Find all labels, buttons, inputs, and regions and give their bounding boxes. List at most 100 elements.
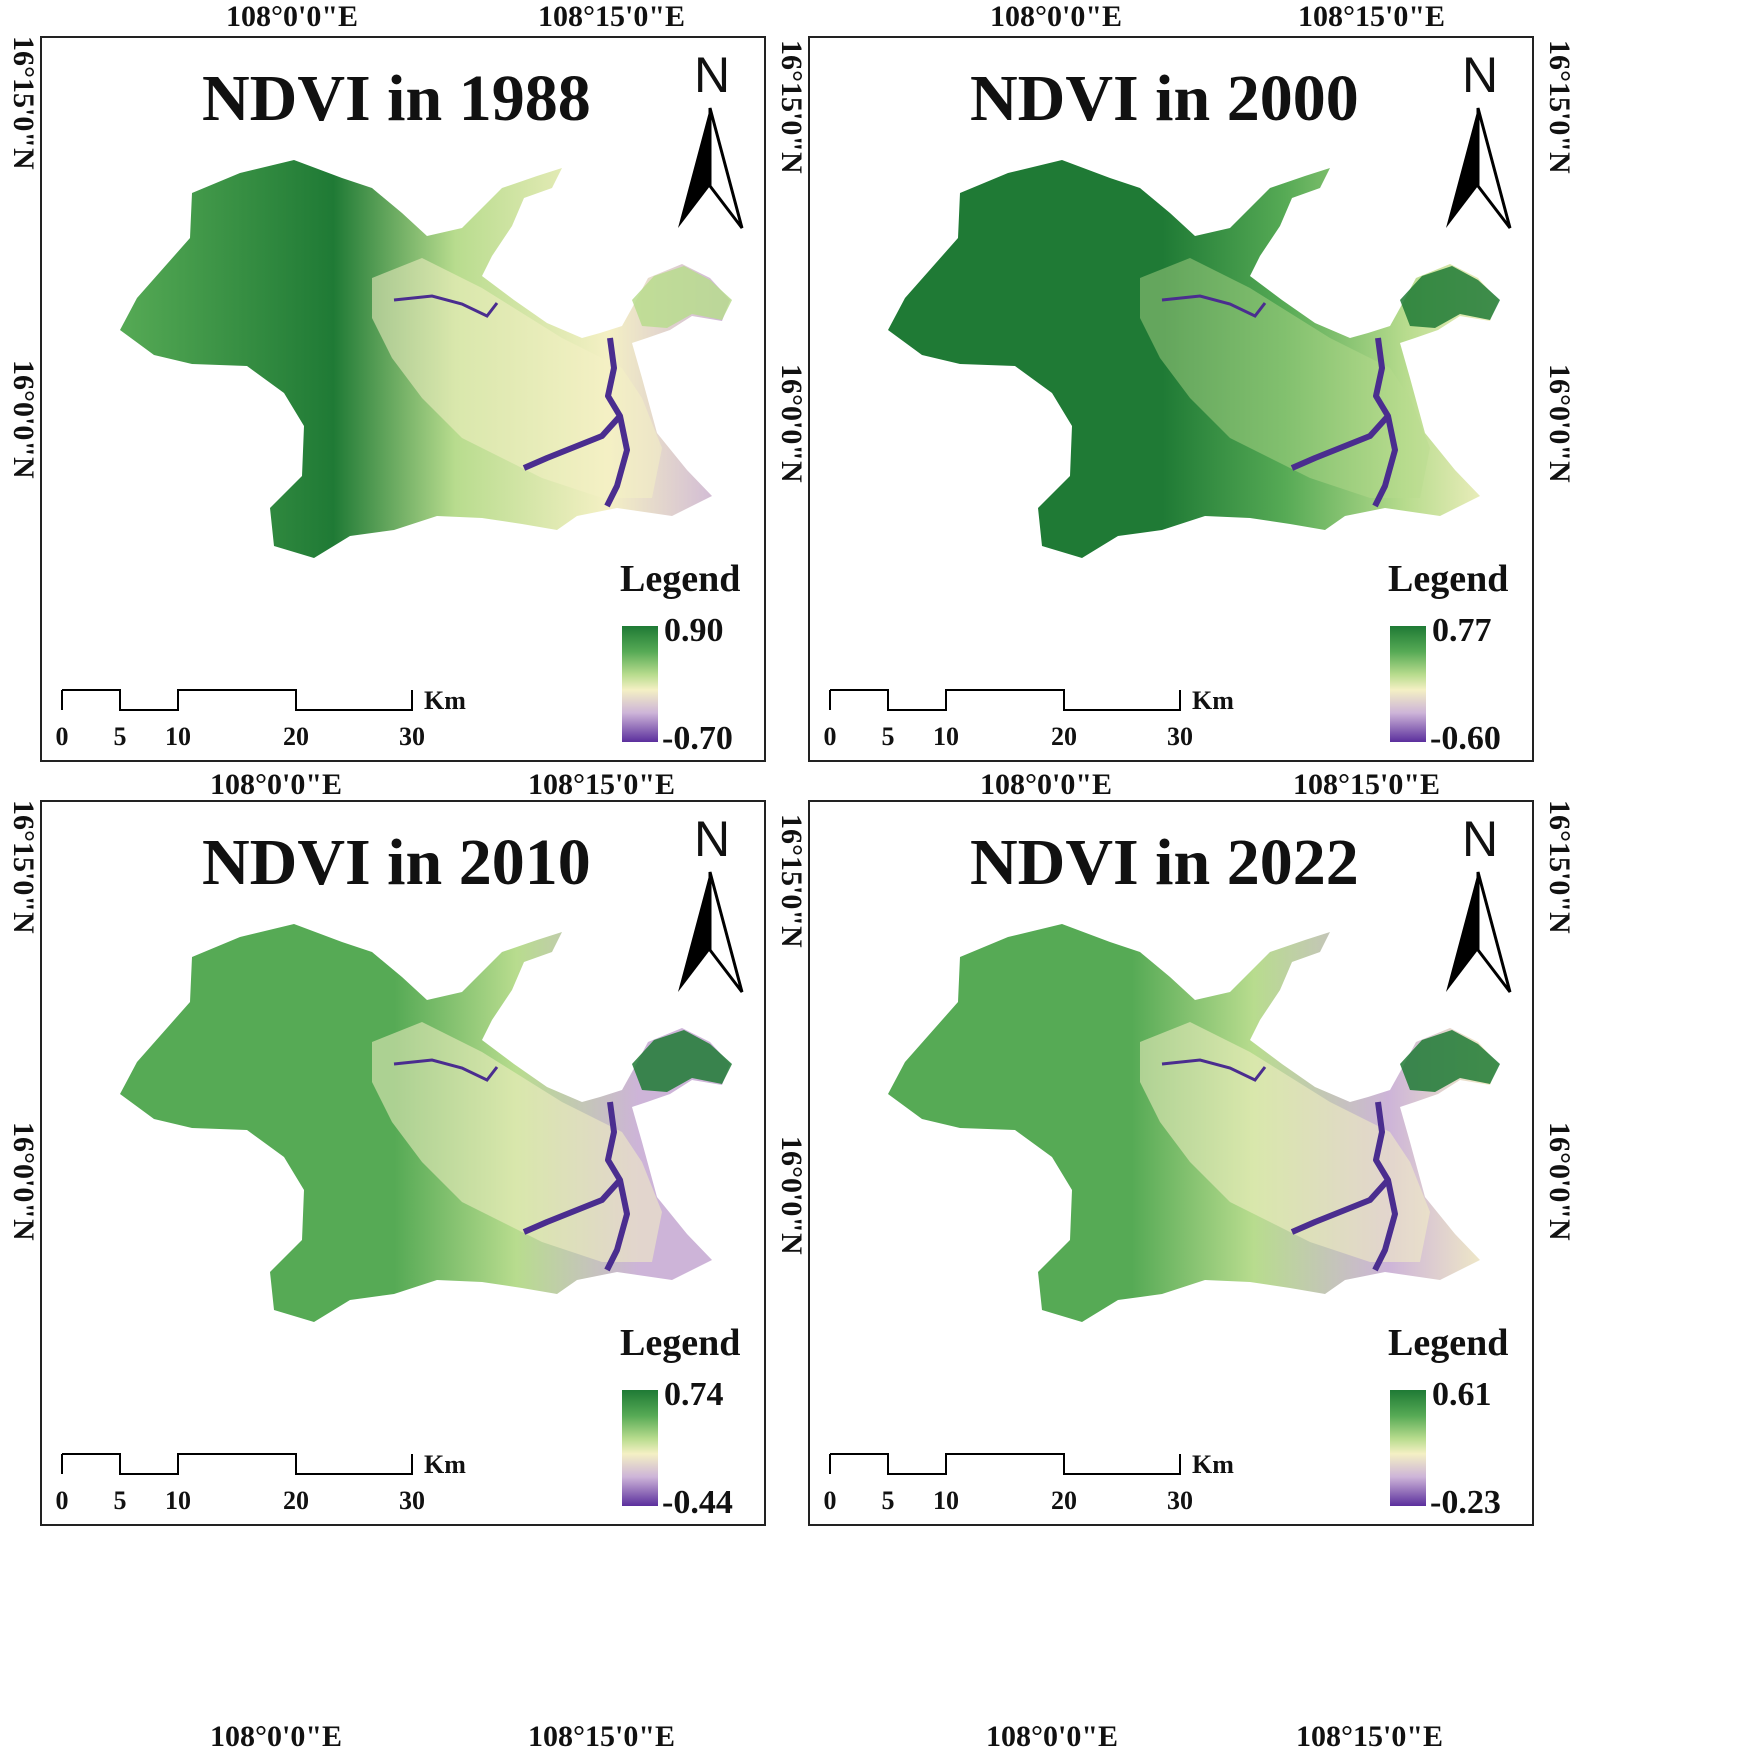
scale-bar xyxy=(829,689,1181,711)
son-tra-peninsula xyxy=(1400,266,1500,328)
legend-max-value: 0.77 xyxy=(1432,612,1492,649)
lat-label-mid-top-a: 16°15'0"N xyxy=(775,40,808,174)
scale-tick: 0 xyxy=(55,1486,69,1515)
north-label: N xyxy=(1462,811,1499,867)
scale-tick: 10 xyxy=(933,722,959,751)
ndvi-map-0 xyxy=(61,107,744,711)
scale-tick: 5 xyxy=(113,1486,127,1515)
legend-min-value: -0.60 xyxy=(1430,720,1501,757)
scale-unit: Km xyxy=(424,1450,466,1479)
scale-tick: 10 xyxy=(933,1486,959,1515)
lon-label-bottom-left-b: 108°15'0"E xyxy=(528,1720,675,1753)
lon-label-bottom-right-b: 108°15'0"E xyxy=(1296,1720,1443,1753)
legend-min-value: -0.70 xyxy=(662,720,733,757)
map-title: NDVI in 2010 xyxy=(202,826,591,899)
north-arrow-icon xyxy=(678,107,744,229)
map-panel-2000: NDVI in 2000 N Legend 0.77 -0.60 Km 0 5 10 20 30 xyxy=(808,36,1534,762)
map-panel-2022: NDVI in 2022 N Legend 0.61 -0.23 Km 0 5 10 20 30 xyxy=(808,800,1534,1526)
cu-de-river xyxy=(393,294,499,318)
lat-label-mid-top-b: 16°0'0"N xyxy=(775,364,808,483)
scale-tick: 0 xyxy=(55,722,69,751)
ndvi-map-3 xyxy=(829,871,1512,1475)
scale-tick: 5 xyxy=(881,1486,895,1515)
son-tra-peninsula xyxy=(1400,1030,1500,1092)
lat-label-left-bottom-a: 16°15'0"N xyxy=(7,800,40,934)
lon-label-mid-right-b: 108°15'0"E xyxy=(1293,768,1440,801)
lon-label-top-left-a: 108°0'0"E xyxy=(226,0,358,33)
cu-de-river xyxy=(1161,294,1267,318)
legend-title: Legend xyxy=(1388,558,1509,600)
han-river xyxy=(1290,337,1398,508)
lon-label-top-right-b: 108°15'0"E xyxy=(1298,0,1445,33)
scale-bar xyxy=(61,1453,413,1475)
son-tra-peninsula xyxy=(632,266,732,328)
lat-label-mid-bottom-b: 16°0'0"N xyxy=(775,1136,808,1255)
lat-label-right-top-a: 16°15'0"N xyxy=(1543,40,1576,174)
legend-color-ramp xyxy=(622,626,658,742)
scale-tick: 0 xyxy=(823,1486,837,1515)
han-river xyxy=(522,337,630,508)
north-label: N xyxy=(1462,47,1499,103)
scale-unit: Km xyxy=(424,686,466,715)
map-panel-1988: NDVI in 1988 N Legend 0.90 -0.70 Km 0 5 10 20 30 xyxy=(40,36,766,762)
scale-tick: 5 xyxy=(113,722,127,751)
map-title: NDVI in 2000 xyxy=(970,62,1359,135)
legend-max-value: 0.61 xyxy=(1432,1376,1492,1413)
legend-color-ramp xyxy=(1390,1390,1426,1506)
son-tra-peninsula xyxy=(632,1030,732,1092)
north-arrow-icon xyxy=(1446,871,1512,993)
lat-label-right-bottom-a: 16°15'0"N xyxy=(1543,800,1576,934)
cu-de-river xyxy=(393,1058,499,1082)
legend-color-ramp xyxy=(1390,626,1426,742)
scale-unit: Km xyxy=(1192,686,1234,715)
scale-tick: 30 xyxy=(1167,1486,1193,1515)
legend-max-value: 0.74 xyxy=(664,1376,724,1413)
north-label: N xyxy=(694,47,731,103)
cu-de-river xyxy=(1161,1058,1267,1082)
legend-title: Legend xyxy=(620,558,741,600)
lon-label-mid-left-a: 108°0'0"E xyxy=(210,768,342,801)
scale-tick: 10 xyxy=(165,722,191,751)
lat-label-right-bottom-b: 16°0'0"N xyxy=(1543,1122,1576,1241)
lon-label-top-left-b: 108°15'0"E xyxy=(538,0,685,33)
lon-label-mid-left-b: 108°15'0"E xyxy=(528,768,675,801)
ndvi-map-2 xyxy=(61,871,744,1475)
lat-label-left-bottom-b: 16°0'0"N xyxy=(7,1122,40,1241)
scale-tick: 20 xyxy=(1051,722,1077,751)
legend-color-ramp xyxy=(622,1390,658,1506)
scale-tick: 5 xyxy=(881,722,895,751)
scale-tick: 20 xyxy=(283,1486,309,1515)
north-arrow-icon xyxy=(678,871,744,993)
han-river xyxy=(522,1101,630,1272)
lon-label-mid-right-a: 108°0'0"E xyxy=(980,768,1112,801)
scale-tick: 30 xyxy=(399,722,425,751)
lat-label-right-top-b: 16°0'0"N xyxy=(1543,364,1576,483)
lat-label-left-top-a: 16°15'0"N xyxy=(7,36,40,170)
legend-title: Legend xyxy=(1388,1322,1509,1364)
scale-tick: 10 xyxy=(165,1486,191,1515)
ndvi-map-1 xyxy=(829,107,1512,711)
legend-title: Legend xyxy=(620,1322,741,1364)
scale-tick: 0 xyxy=(823,722,837,751)
lon-label-bottom-right-a: 108°0'0"E xyxy=(986,1720,1118,1753)
north-label: N xyxy=(694,811,731,867)
legend-min-value: -0.44 xyxy=(662,1484,733,1521)
scale-tick: 20 xyxy=(1051,1486,1077,1515)
lon-label-top-right-a: 108°0'0"E xyxy=(990,0,1122,33)
map-title: NDVI in 1988 xyxy=(202,62,591,135)
scale-tick: 20 xyxy=(283,722,309,751)
scale-bar xyxy=(829,1453,1181,1475)
scale-tick: 30 xyxy=(1167,722,1193,751)
legend-min-value: -0.23 xyxy=(1430,1484,1501,1521)
scale-unit: Km xyxy=(1192,1450,1234,1479)
lon-label-bottom-left-a: 108°0'0"E xyxy=(210,1720,342,1753)
lat-label-mid-bottom-a: 16°15'0"N xyxy=(775,814,808,948)
legend-max-value: 0.90 xyxy=(664,612,724,649)
han-river xyxy=(1290,1101,1398,1272)
scale-tick: 30 xyxy=(399,1486,425,1515)
north-arrow-icon xyxy=(1446,107,1512,229)
study-area-landmass xyxy=(888,160,1498,558)
map-title: NDVI in 2022 xyxy=(970,826,1359,899)
map-panel-2010: NDVI in 2010 N Legend 0.74 -0.44 Km 0 5 10 20 30 xyxy=(40,800,766,1526)
scale-bar xyxy=(61,689,413,711)
